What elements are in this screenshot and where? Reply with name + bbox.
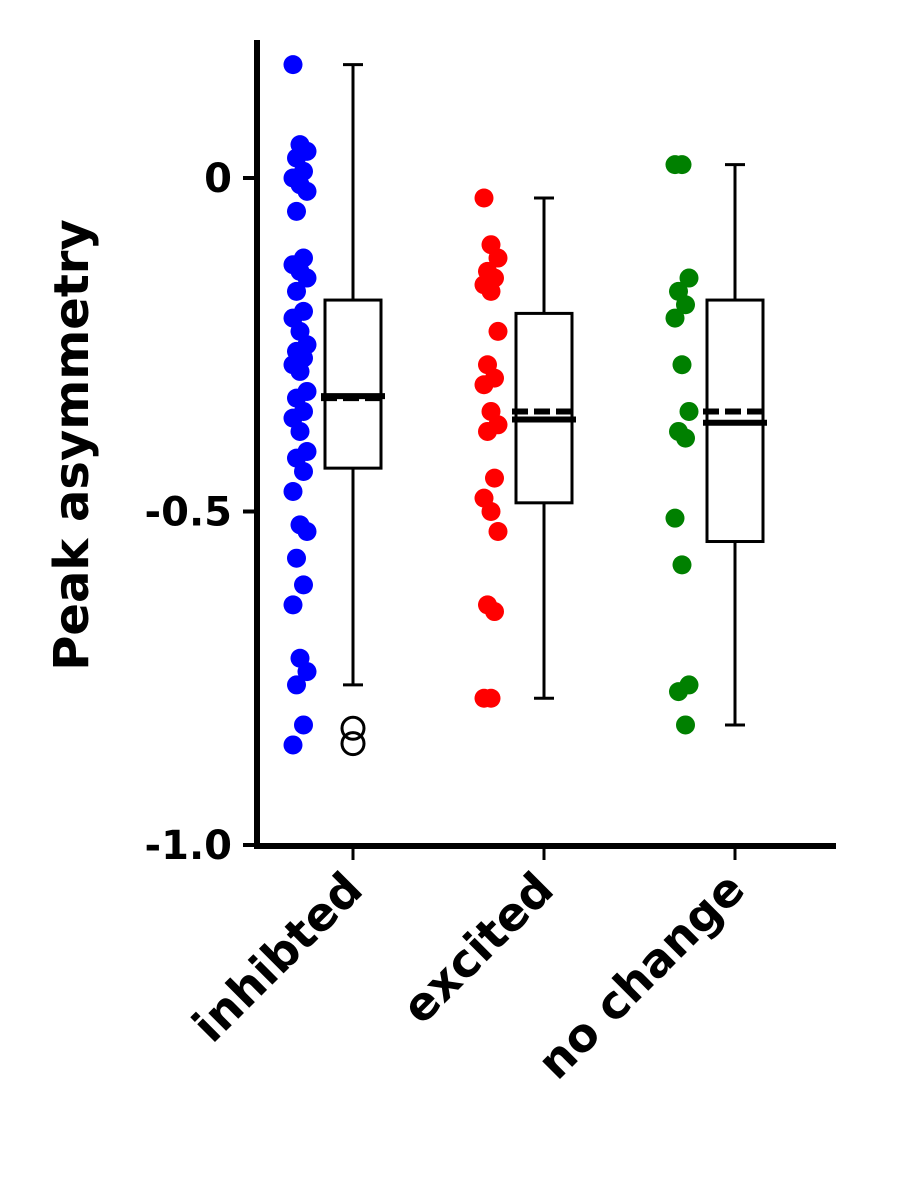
data-point [669,682,688,702]
data-point [283,735,303,755]
y-tick-label: 0 [204,156,232,202]
data-point [665,508,685,528]
data-point [283,595,303,615]
data-point [294,575,313,595]
box [514,311,574,505]
data-point [485,468,504,488]
data-point [474,188,494,208]
data-point [290,361,310,381]
data-point [287,281,306,301]
data-point [478,421,497,441]
data-point [676,428,695,448]
data-point [676,715,695,735]
data-point [287,548,306,568]
data-point [297,522,317,542]
data-point [488,248,508,268]
x-tick-label: excited [391,862,564,1035]
data-point [474,375,494,395]
y-tick-label: -0.5 [145,490,232,536]
data-point [283,481,303,501]
data-point [672,555,692,575]
x-tick-label: no change [527,862,755,1090]
data-point [679,268,699,288]
data-point [287,201,306,221]
data-point [679,401,699,421]
data-point [290,421,310,441]
series-inhibted [283,55,385,757]
data-point [481,281,501,301]
data-point [297,181,317,201]
x-tick-label: inhibted [182,862,373,1053]
data-point [481,688,501,708]
data-point [297,268,317,288]
data-point [481,502,501,521]
data-point [287,675,306,695]
data-point [488,321,508,341]
outlier-point [340,731,366,757]
data-point [488,522,508,542]
data-point [294,461,313,481]
outlier-point [340,715,366,741]
data-point [676,295,695,315]
series-excited [474,188,576,708]
data-point [297,662,317,682]
data-point [283,55,303,75]
data-point [672,355,692,375]
box [323,298,383,470]
y-axis-title: Peak asymmetry [44,219,100,671]
data-point [485,602,504,622]
y-tick-label: -1.0 [145,823,232,869]
series-no-change [665,155,767,735]
plot-area [283,55,767,757]
data-point [294,715,313,735]
data-point [665,308,685,328]
data-point [672,155,692,175]
